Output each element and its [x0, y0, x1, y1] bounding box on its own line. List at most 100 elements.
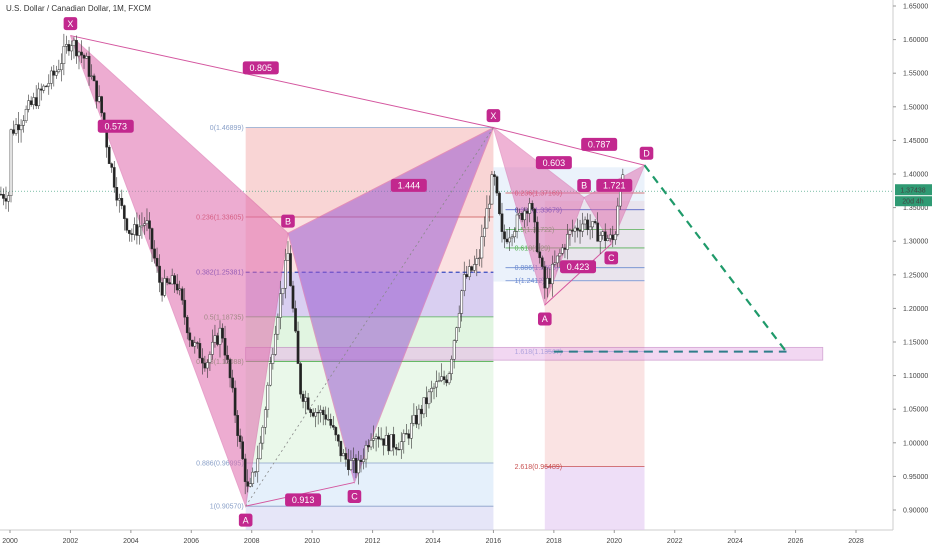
y-tick-label: 1.35000 — [903, 205, 928, 212]
candle — [397, 448, 401, 451]
pattern1-bcd — [287, 126, 495, 485]
candle — [19, 125, 23, 131]
candle — [188, 332, 192, 341]
candle — [284, 260, 287, 289]
candle — [485, 208, 489, 229]
candle — [515, 214, 519, 232]
candle — [316, 411, 320, 414]
current-price-tag — [895, 184, 932, 196]
y-tick-label: 1.05000 — [903, 407, 928, 414]
candle — [175, 283, 179, 291]
candle — [379, 438, 383, 440]
candle — [223, 338, 227, 356]
candle — [334, 427, 338, 436]
candle — [100, 96, 104, 114]
fib-level-label: 2.618(0.96489) — [515, 464, 562, 471]
ratio-label-badge — [581, 137, 618, 151]
candle — [472, 264, 476, 271]
candle — [545, 277, 549, 289]
candles — [0, 33, 625, 495]
candle — [417, 408, 421, 425]
candle — [306, 397, 310, 410]
x-tick-label: 2026 — [788, 538, 804, 545]
candle — [510, 236, 514, 239]
candle — [475, 258, 479, 265]
candle — [430, 388, 433, 393]
candle — [367, 445, 370, 448]
candle — [195, 342, 199, 344]
candle — [52, 70, 56, 76]
candle — [437, 380, 441, 382]
candle — [606, 238, 610, 241]
candle — [362, 458, 365, 462]
candle — [206, 362, 209, 369]
candle — [32, 97, 36, 105]
candle — [263, 409, 267, 428]
candle — [425, 397, 428, 405]
ratio-label-badge — [535, 156, 572, 170]
candle — [85, 55, 88, 59]
candle — [163, 278, 166, 296]
candle — [72, 40, 76, 46]
candle — [581, 223, 584, 232]
candle — [97, 96, 101, 102]
candle — [339, 440, 343, 457]
candle — [178, 288, 182, 291]
candle — [170, 275, 174, 285]
candle — [598, 235, 602, 242]
x-tick-label: 2014 — [425, 538, 441, 545]
candle — [319, 409, 323, 413]
candle — [57, 69, 61, 73]
pattern2-point-label: D — [643, 148, 650, 158]
candle — [218, 327, 222, 345]
candle — [228, 359, 232, 379]
pattern1-point-label: B — [285, 216, 291, 226]
candle — [596, 222, 600, 242]
candle — [462, 274, 466, 292]
candle — [608, 234, 612, 239]
candle — [342, 453, 345, 457]
y-tick-label: 1.10000 — [903, 373, 928, 380]
ratio-label: 0.573 — [104, 121, 127, 131]
ratio-label: 0.423 — [567, 262, 590, 272]
candle — [601, 231, 605, 236]
candle — [518, 213, 521, 216]
candle — [399, 441, 403, 450]
candle — [422, 397, 426, 415]
x-tick-label: 2002 — [63, 538, 79, 545]
candle — [117, 198, 121, 201]
candle — [12, 129, 15, 134]
candle — [495, 176, 499, 194]
candle — [135, 224, 139, 236]
fib-level-label: 0.886(0.96995) — [196, 460, 243, 467]
candle — [0, 193, 3, 196]
candle — [2, 194, 5, 199]
candle — [540, 257, 544, 267]
pattern2-xd — [493, 127, 645, 166]
pattern2-point-label-badge — [639, 146, 654, 160]
candle — [586, 219, 589, 230]
candle — [24, 109, 28, 122]
candle — [535, 221, 539, 253]
fib-zone — [544, 466, 645, 530]
ratio-label: 0.787 — [588, 140, 611, 150]
candle — [168, 282, 171, 285]
candle — [253, 471, 257, 473]
x-tick-label: 2006 — [183, 538, 199, 545]
x-tick-label: 2016 — [486, 538, 502, 545]
candle — [576, 227, 579, 231]
candle — [185, 316, 189, 334]
fib-zone — [245, 462, 494, 507]
candle — [42, 85, 46, 91]
candle — [520, 213, 524, 221]
x-tick-label: 2028 — [848, 538, 864, 545]
candle — [7, 195, 10, 202]
pattern1-point-label: C — [351, 492, 358, 502]
candle — [231, 377, 234, 389]
candle — [513, 231, 516, 238]
candle — [211, 341, 214, 355]
candle — [558, 253, 562, 257]
candle — [412, 414, 416, 424]
ratio-label-badge — [97, 119, 134, 133]
